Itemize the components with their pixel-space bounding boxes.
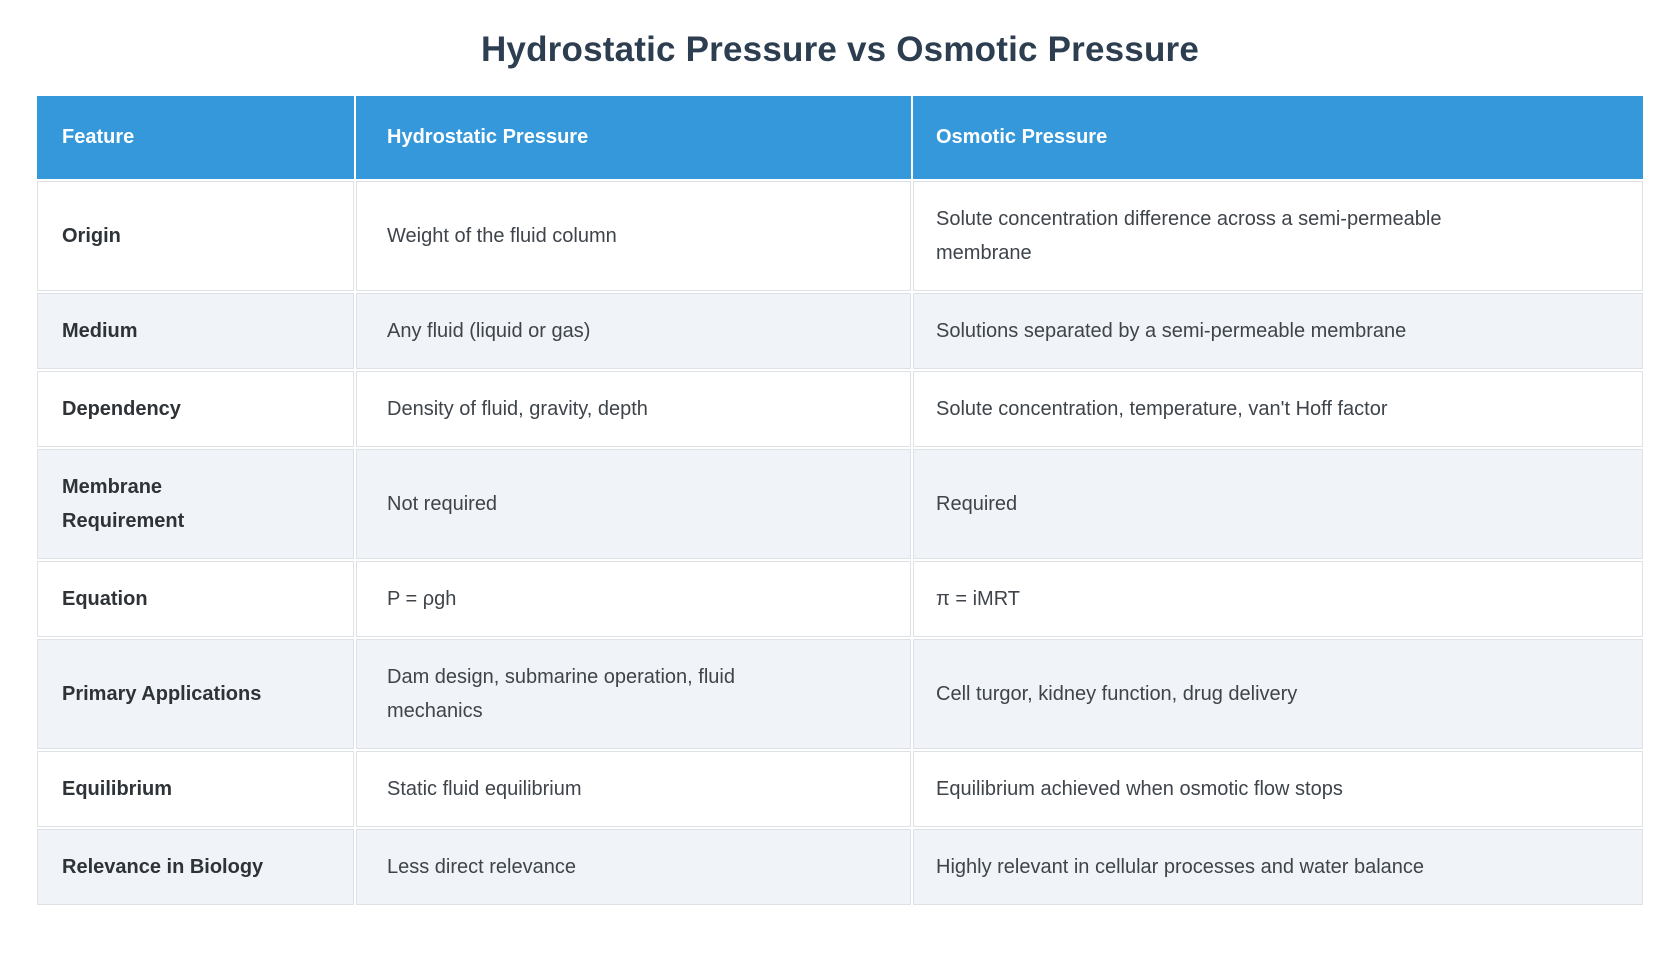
column-header-feature: Feature [37,96,354,179]
osmotic-value-cell: Equilibrium achieved when osmotic flow s… [913,751,1643,827]
feature-label-cell: Origin [37,181,354,291]
feature-label-cell: Primary Applications [37,639,354,749]
table-row: Medium Any fluid (liquid or gas) Solutions… [37,293,1643,369]
feature-label-cell: Relevance in Biology [37,829,354,905]
hydrostatic-value-cell: Static fluid equilibrium [356,751,911,827]
osmotic-value-cell: Cell turgor, kidney function, drug deliv… [913,639,1643,749]
feature-label-cell: Membrane Requirement [37,449,354,559]
table-row: Equation P = ρgh π = iMRT [37,561,1643,637]
hydrostatic-value-cell: Weight of the fluid column [356,181,911,291]
hydrostatic-value-cell: Not required [356,449,911,559]
hydrostatic-value-cell: Dam design, submarine operation, fluid m… [356,639,911,749]
comparison-table: Feature Hydrostatic Pressure Osmotic Pre… [35,94,1645,907]
hydrostatic-value-cell: Any fluid (liquid or gas) [356,293,911,369]
hydrostatic-value-cell: Less direct relevance [356,829,911,905]
table-row: Primary Applications Dam design, submarin… [37,639,1643,749]
table-header: Feature Hydrostatic Pressure Osmotic Pre… [37,96,1643,179]
table-body: Origin Weight of the fluid column Solute c… [37,181,1643,905]
osmotic-value-cell: Solute concentration difference across a… [913,181,1643,291]
hydrostatic-value-cell: Density of fluid, gravity, depth [356,371,911,447]
osmotic-value-cell: Highly relevant in cellular processes an… [913,829,1643,905]
feature-label-cell: Equation [37,561,354,637]
feature-label-cell: Medium [37,293,354,369]
osmotic-value-cell: Solutions separated by a semi-permeable … [913,293,1643,369]
feature-label-cell: Equilibrium [37,751,354,827]
table-row: Relevance in Biology Less direct relevanc… [37,829,1643,905]
table-row: Membrane Requirement Not required Required [37,449,1643,559]
table-row: Equilibrium Static fluid equilibrium Equil… [37,751,1643,827]
feature-label-cell: Dependency [37,371,354,447]
osmotic-value-cell: π = iMRT [913,561,1643,637]
table-row: Dependency Density of fluid, gravity, dep… [37,371,1643,447]
table-row: Origin Weight of the fluid column Solute c… [37,181,1643,291]
hydrostatic-value-cell: P = ρgh [356,561,911,637]
osmotic-value-cell: Required [913,449,1643,559]
page-title: Hydrostatic Pressure vs Osmotic Pressure [480,30,1200,69]
header-row: Feature Hydrostatic Pressure Osmotic Pre… [37,96,1643,179]
osmotic-value-cell: Solute concentration, temperature, van't… [913,371,1643,447]
column-header-hydrostatic-pressure: Hydrostatic Pressure [356,96,911,179]
column-header-osmotic-pressure: Osmotic Pressure [913,96,1643,179]
